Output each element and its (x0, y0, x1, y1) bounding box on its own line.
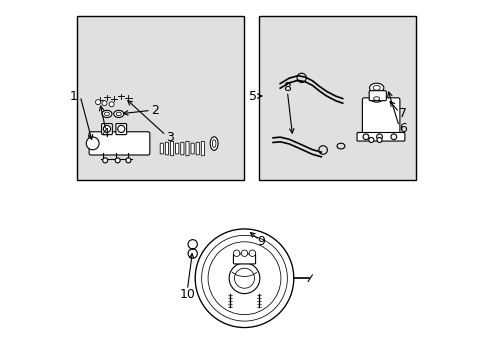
Circle shape (118, 125, 124, 132)
FancyBboxPatch shape (185, 141, 189, 156)
Circle shape (390, 134, 396, 140)
FancyBboxPatch shape (356, 132, 404, 141)
Text: 6: 6 (399, 122, 407, 135)
FancyBboxPatch shape (165, 142, 168, 155)
FancyBboxPatch shape (362, 98, 399, 137)
Circle shape (102, 101, 107, 106)
Ellipse shape (369, 83, 383, 93)
FancyBboxPatch shape (201, 141, 204, 156)
Text: 10: 10 (179, 288, 195, 301)
Ellipse shape (370, 95, 382, 102)
Text: 7: 7 (399, 107, 407, 120)
Circle shape (241, 250, 247, 256)
Text: 3: 3 (166, 131, 174, 144)
Ellipse shape (210, 137, 218, 150)
FancyBboxPatch shape (368, 91, 386, 101)
FancyBboxPatch shape (181, 142, 183, 155)
Bar (258, 16, 415, 180)
Text: 2: 2 (151, 104, 159, 117)
Ellipse shape (373, 97, 379, 100)
Circle shape (195, 229, 293, 328)
Circle shape (125, 158, 131, 163)
Text: 5: 5 (248, 90, 257, 103)
Circle shape (368, 138, 373, 143)
FancyBboxPatch shape (160, 143, 163, 154)
Circle shape (229, 263, 259, 294)
Circle shape (233, 250, 240, 256)
Text: 4: 4 (101, 127, 109, 140)
FancyBboxPatch shape (233, 254, 255, 264)
Text: 9: 9 (257, 235, 265, 248)
Ellipse shape (372, 86, 380, 90)
FancyBboxPatch shape (170, 141, 173, 156)
Circle shape (86, 137, 99, 150)
Text: 8: 8 (283, 81, 291, 94)
Ellipse shape (102, 111, 112, 117)
FancyBboxPatch shape (102, 123, 112, 135)
Ellipse shape (104, 112, 109, 116)
Text: 1: 1 (70, 90, 78, 103)
Circle shape (376, 134, 382, 140)
Circle shape (248, 250, 255, 256)
Ellipse shape (116, 112, 121, 116)
Ellipse shape (212, 140, 216, 148)
FancyBboxPatch shape (175, 143, 179, 154)
Circle shape (109, 102, 114, 107)
Circle shape (103, 125, 110, 132)
Circle shape (376, 138, 381, 143)
Circle shape (95, 100, 101, 105)
FancyBboxPatch shape (196, 142, 199, 155)
Bar (77, 16, 244, 180)
Ellipse shape (114, 111, 123, 117)
FancyBboxPatch shape (89, 132, 149, 155)
Circle shape (102, 158, 107, 163)
FancyBboxPatch shape (191, 143, 194, 154)
Circle shape (115, 158, 120, 163)
FancyBboxPatch shape (116, 123, 126, 135)
Circle shape (363, 134, 368, 140)
